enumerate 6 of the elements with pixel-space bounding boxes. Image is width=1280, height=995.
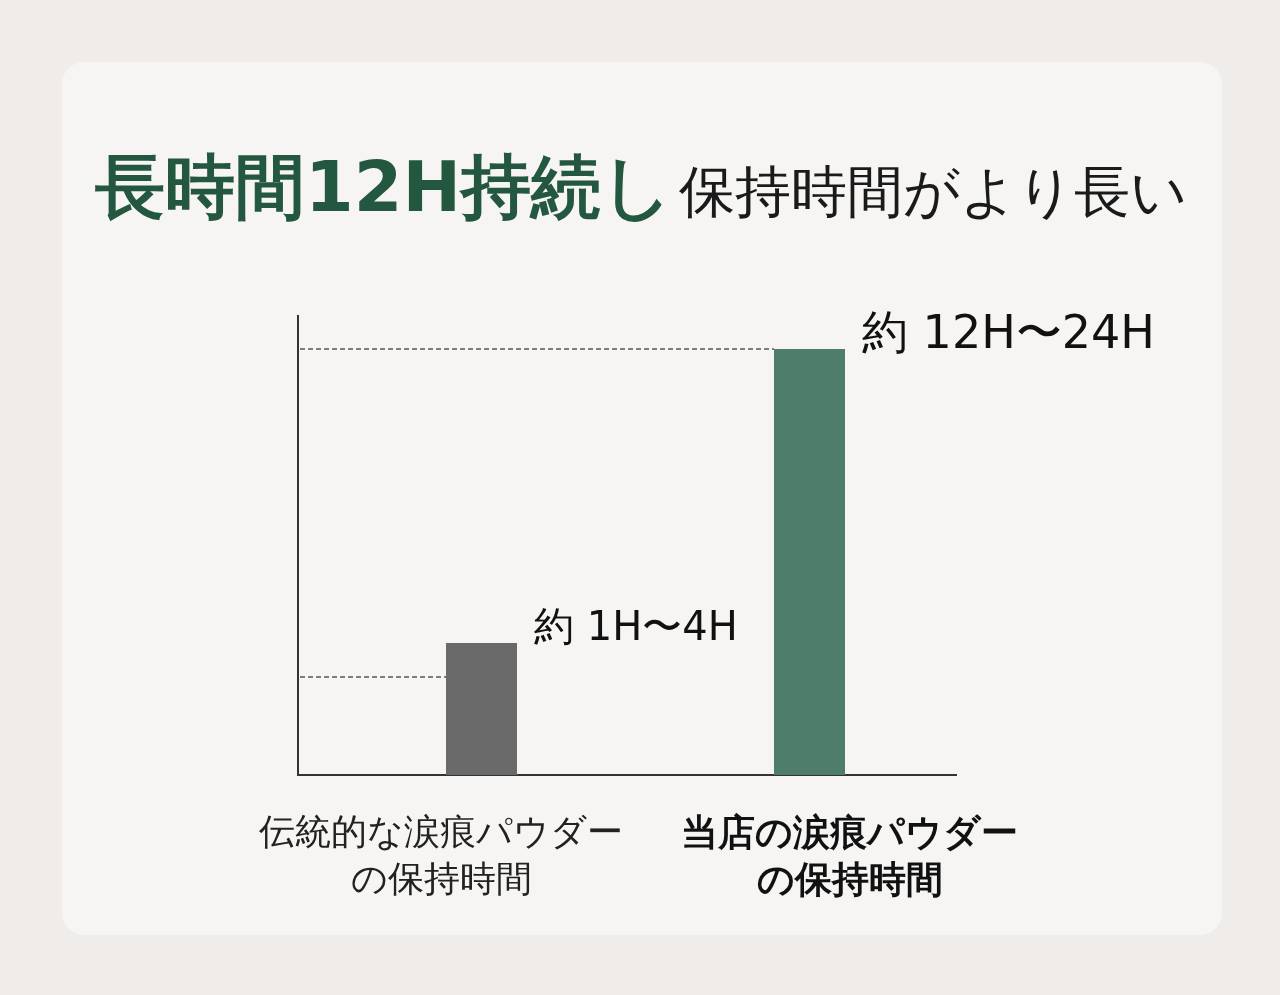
x-tick-label: 伝統的な涙痕パウダーの保持時間 (259, 811, 624, 900)
x-tick-label: 当店の涙痕パウダーの保持時間 (681, 810, 1019, 901)
chart-subtitle: 保持時間がより長い (679, 159, 1187, 224)
chart-title: 長時間12H持続し (95, 146, 673, 228)
annotation: 約 1H〜4H (534, 603, 738, 650)
annotation: 約 12H〜24H (862, 304, 1155, 359)
